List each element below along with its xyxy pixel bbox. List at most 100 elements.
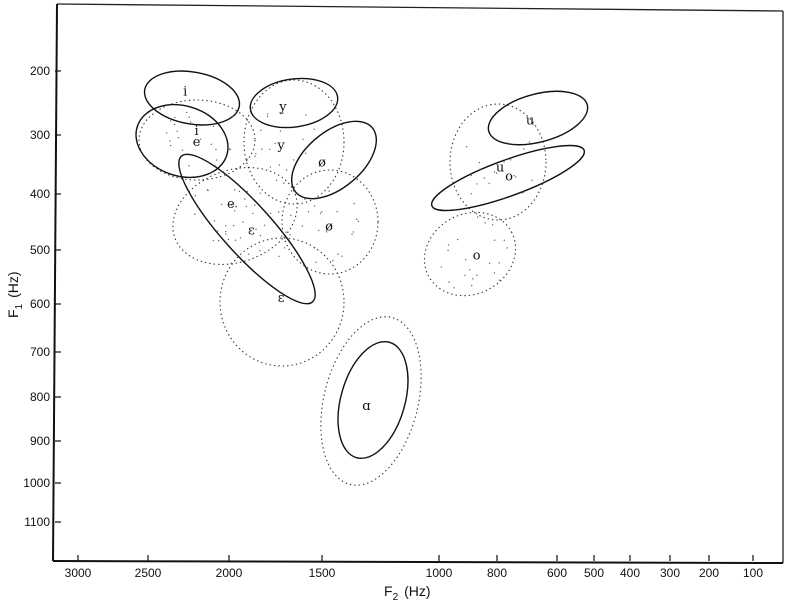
sample-dot xyxy=(239,237,242,239)
sample-dot xyxy=(301,225,304,227)
sample-dot xyxy=(285,231,287,233)
sample-dot xyxy=(285,169,288,171)
x-tick-label: 400 xyxy=(620,566,640,580)
ellipse-o-solid xyxy=(430,144,586,212)
sample-dots xyxy=(165,111,533,289)
sample-dot xyxy=(259,250,261,252)
sample-dot xyxy=(498,279,501,281)
sample-dot xyxy=(274,142,276,145)
sample-dot xyxy=(215,159,218,161)
x-axis-title: F2 (Hz) xyxy=(384,583,431,603)
sample-dot xyxy=(523,191,525,193)
sample-dot xyxy=(214,165,217,167)
sample-dot xyxy=(353,202,355,205)
x-tick-label: 2000 xyxy=(216,566,243,580)
x-tick-label: 1000 xyxy=(426,566,453,580)
sample-dot xyxy=(531,179,533,181)
sample-dot xyxy=(177,136,180,139)
y-tick-label: 700 xyxy=(30,345,50,359)
sample-dot xyxy=(304,198,306,200)
sample-dot xyxy=(523,148,525,150)
ellipse-o-dotted xyxy=(423,211,517,297)
sample-dot xyxy=(189,121,192,123)
sample-dot xyxy=(440,266,443,268)
sample-dot xyxy=(521,192,524,194)
sample-dot xyxy=(313,128,316,130)
sample-dot xyxy=(488,182,490,185)
vowel-label-solid: ø xyxy=(318,156,326,171)
ellipse-e-dotted xyxy=(172,166,298,266)
sample-dot xyxy=(351,233,353,235)
sample-dot xyxy=(278,164,281,166)
sample-dot xyxy=(269,166,272,168)
y-tick-label: 500 xyxy=(30,243,50,257)
sample-dot xyxy=(506,247,508,249)
sample-dot xyxy=(242,221,244,223)
sample-dot xyxy=(321,211,323,213)
sample-dot xyxy=(483,177,486,179)
sample-dot xyxy=(252,212,254,215)
sample-dot xyxy=(465,258,467,261)
sample-dot xyxy=(352,231,355,233)
sample-dot xyxy=(169,120,172,122)
sample-dot xyxy=(356,218,358,220)
sample-dot xyxy=(215,148,217,151)
y-tick-label: 300 xyxy=(30,128,50,142)
sample-dot xyxy=(476,216,479,218)
sample-dot xyxy=(456,238,459,241)
sample-dot xyxy=(230,262,232,264)
y-axis-line xyxy=(52,3,58,562)
sample-dot xyxy=(281,235,283,237)
sample-dot xyxy=(278,255,280,258)
x-tick-label: 800 xyxy=(487,566,507,580)
ellipse-u-dotted xyxy=(449,103,547,221)
sample-dot xyxy=(470,174,473,177)
sample-dot xyxy=(337,253,339,255)
y-tick-label: 400 xyxy=(30,187,50,201)
x-tick-label: 600 xyxy=(547,566,567,580)
ellipse-epsilon-dotted xyxy=(219,237,345,367)
ellipse-oe-dotted xyxy=(281,169,379,275)
sample-dot xyxy=(246,190,248,193)
vowel-label-solid: i xyxy=(183,84,187,99)
sample-dot xyxy=(169,144,172,147)
y-tick-label: 1100 xyxy=(24,515,50,529)
sample-dot xyxy=(169,140,171,142)
y-tick-label: 800 xyxy=(30,390,50,404)
sample-dot xyxy=(221,171,223,173)
sample-dot xyxy=(225,233,227,235)
vowel-label-solid: ɑ xyxy=(362,399,370,414)
sample-dot xyxy=(278,211,280,213)
sample-dot xyxy=(188,116,190,118)
sample-dot xyxy=(315,261,317,264)
sample-dot xyxy=(217,230,219,232)
vowel-label-dotted: e xyxy=(227,197,235,212)
ellipse-i-solid xyxy=(143,70,241,126)
sample-dot xyxy=(513,174,515,177)
sample-dot xyxy=(507,142,510,144)
sample-dot xyxy=(244,198,246,200)
sample-dot xyxy=(230,204,233,206)
sample-dot xyxy=(472,278,474,280)
sample-dot xyxy=(478,161,481,164)
vowel-label-solid: u xyxy=(526,113,534,128)
sample-dot xyxy=(496,138,498,141)
sample-dot xyxy=(255,152,257,155)
sample-dot xyxy=(493,239,496,241)
sample-dot xyxy=(464,274,466,277)
sample-dot xyxy=(332,259,334,262)
sample-dot xyxy=(528,141,531,143)
sample-dot xyxy=(503,161,505,163)
x-tick-label: 200 xyxy=(699,566,719,580)
vowel-label-dotted: y xyxy=(276,139,285,154)
y-axis-ticks: 200 300 400 500 600 700 800 900 1000 1100 xyxy=(23,64,61,529)
sample-dot xyxy=(263,224,266,226)
sample-dot xyxy=(328,190,330,192)
x-tick-label: 300 xyxy=(660,566,680,580)
sample-dot xyxy=(224,230,227,233)
sample-dot xyxy=(188,164,190,167)
sample-dot xyxy=(254,204,256,206)
sample-dot xyxy=(469,269,471,271)
x-tick-label: 3000 xyxy=(65,566,92,580)
